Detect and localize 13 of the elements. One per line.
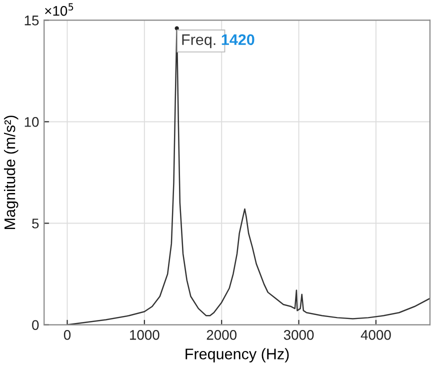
x-tick-label: 2000 bbox=[206, 330, 237, 340]
y-tick-label: 0 bbox=[32, 320, 39, 330]
y-tick-label: 10 bbox=[24, 117, 39, 127]
x-tick-label: 1000 bbox=[130, 330, 160, 340]
y-axis-title: Magnitude (m/s²) bbox=[4, 116, 18, 229]
annotation: Freq. 1420 bbox=[182, 34, 254, 48]
x-tick-label: 3000 bbox=[284, 330, 314, 340]
text: ×10$^{5}$ bbox=[45, 3, 74, 16]
y-tick-label: 5 bbox=[32, 218, 39, 228]
x-axis-title: Frequency (Hz) bbox=[186, 348, 289, 362]
x-tick-label: 4000 bbox=[360, 330, 391, 340]
y-tick-label: 15 bbox=[24, 16, 39, 26]
x-tick-label: 0 bbox=[64, 330, 71, 340]
